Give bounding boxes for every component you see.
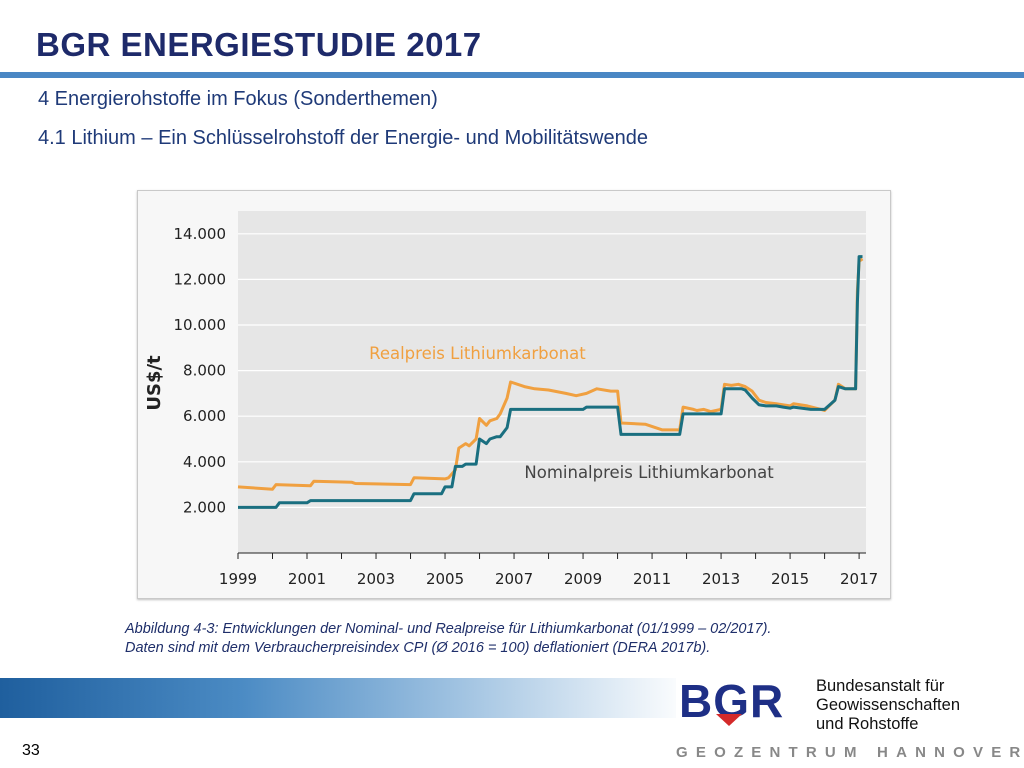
footer-gradient-band [0, 678, 690, 718]
x-tick-label: 2011 [633, 570, 671, 588]
bgr-logo: BGR [676, 678, 806, 728]
org-line-1: Bundesanstalt für [816, 677, 945, 695]
x-tick-label: 2017 [840, 570, 878, 588]
y-axis-label: US$/t [144, 355, 165, 411]
y-tick-label: 12.000 [174, 270, 227, 288]
org-line-2: Geowissenschaften [816, 696, 960, 714]
page-title: BGR ENERGIESTUDIE 2017 [36, 26, 482, 63]
section-heading: 4 Energierohstoffe im Fokus (Sondertheme… [38, 88, 438, 110]
y-tick-label: 14.000 [174, 225, 227, 243]
x-tick-label: 2003 [357, 570, 395, 588]
nominalpreis-lithiumkarbonat-line [238, 255, 863, 509]
plot-area [238, 211, 866, 553]
chart-svg: 2.000 4.000 6.000 8.000 10.000 12.000 14.000 19… [144, 211, 878, 588]
y-tick-label: 2.000 [183, 498, 226, 516]
series-annotation: Nominalpreis Lithiumkarbonat [524, 463, 774, 482]
y-tick-label: 6.000 [183, 407, 226, 425]
y-tick-label: 10.000 [174, 316, 227, 334]
y-tick-label: 8.000 [183, 362, 226, 380]
caption-line-2: Daten sind mit dem Verbraucherpreisindex… [125, 640, 711, 656]
x-tick-label: 2001 [288, 570, 326, 588]
subsection-heading: 4.1 Lithium – Ein Schlüsselrohstoff der … [38, 127, 648, 149]
x-tick-label: 2009 [564, 570, 602, 588]
geozentrum-tagline: GEOZENTRUM HANNOVER [676, 744, 1024, 761]
caption-line-1: Abbildung 4-3: Entwicklungen der Nominal… [125, 621, 772, 637]
x-tick-label: 1999 [219, 570, 257, 588]
title-underline [0, 72, 1024, 78]
x-tick-label: 2005 [426, 570, 464, 588]
x-tick-label: 2015 [771, 570, 809, 588]
y-tick-label: 4.000 [183, 453, 226, 471]
figure-caption: Abbildung 4-3: Entwicklungen der Nominal… [125, 620, 925, 658]
lithium-price-chart: 2.000 4.000 6.000 8.000 10.000 12.000 14.000 19… [137, 190, 891, 599]
organization-name: Bundesanstalt für Geowissenschaften und … [816, 677, 960, 734]
series-annotation: Realpreis Lithiumkarbonat [369, 344, 586, 363]
logo-red-triangle [716, 714, 742, 726]
realpreis-lithiumkarbonat-line [237, 257, 864, 491]
x-tick-label: 2007 [495, 570, 533, 588]
page-number: 33 [22, 742, 40, 759]
org-line-3: und Rohstoffe [816, 715, 919, 733]
x-tick-label: 2013 [702, 570, 740, 588]
